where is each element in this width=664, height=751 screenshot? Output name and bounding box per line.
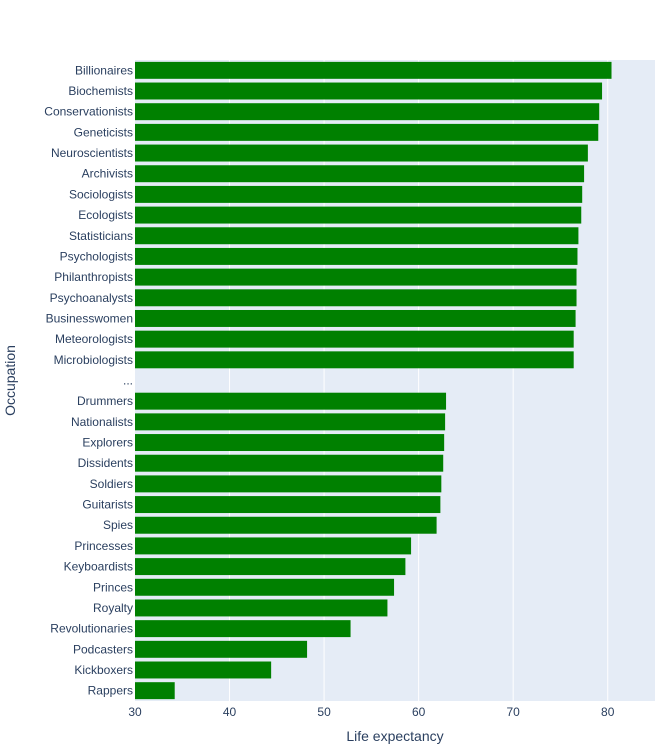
x-tick-label: 60 bbox=[412, 705, 426, 719]
bar-drummers bbox=[135, 392, 447, 410]
y-tick-label: Kickboxers bbox=[74, 663, 133, 677]
bar-microbiologists bbox=[135, 351, 574, 369]
y-tick-label: Explorers bbox=[82, 436, 133, 450]
bar-ecologists bbox=[135, 206, 582, 224]
bars bbox=[135, 61, 612, 700]
y-tick-label: Guitarists bbox=[82, 498, 133, 512]
x-tick-label: 70 bbox=[507, 705, 521, 719]
y-tick-label: Princes bbox=[93, 580, 133, 594]
bar-businesswomen bbox=[135, 309, 576, 327]
bar-princesses bbox=[135, 537, 412, 555]
bar-billionaires bbox=[135, 61, 612, 79]
x-axis-title: Life expectancy bbox=[346, 728, 443, 744]
bar-guitarists bbox=[135, 496, 441, 514]
y-tick-label: Keyboardists bbox=[64, 560, 133, 574]
y-tick-label: Revolutionaries bbox=[50, 622, 133, 636]
y-tick-label: Statisticians bbox=[69, 229, 133, 243]
bar-kickboxers bbox=[135, 661, 272, 679]
bar-revolutionaries bbox=[135, 620, 351, 638]
y-tick-label: Businesswomen bbox=[46, 311, 133, 325]
y-tick-label: Drummers bbox=[77, 394, 133, 408]
x-axis-ticks: 30 40 50 60 70 80 bbox=[128, 705, 614, 719]
y-tick-label: Psychologists bbox=[60, 249, 133, 263]
y-tick-label: Microbiologists bbox=[54, 353, 133, 367]
y-tick-label: Dissidents bbox=[78, 456, 133, 470]
y-tick-label: Philanthropists bbox=[54, 270, 133, 284]
y-tick-label: Ecologists bbox=[78, 208, 133, 222]
y-tick-label: Princesses bbox=[74, 539, 133, 553]
y-tick-label: ... bbox=[123, 374, 133, 388]
y-tick-label: Neuroscientists bbox=[51, 146, 133, 160]
y-axis-title: Occupation bbox=[2, 345, 18, 416]
y-tick-label: Archivists bbox=[82, 167, 133, 181]
y-tick-label: Biochemists bbox=[68, 84, 133, 98]
bar-royalty bbox=[135, 599, 388, 617]
bar-explorers bbox=[135, 434, 445, 452]
bar-statisticians bbox=[135, 227, 579, 245]
x-tick-label: 40 bbox=[223, 705, 237, 719]
bar-rappers bbox=[135, 682, 175, 700]
y-tick-label: Sociologists bbox=[69, 187, 133, 201]
bar-soldiers bbox=[135, 475, 442, 493]
y-tick-label: Royalty bbox=[93, 601, 133, 615]
y-tick-label: Nationalists bbox=[71, 415, 133, 429]
y-tick-label: Geneticists bbox=[74, 125, 133, 139]
bar-neuroscientists bbox=[135, 144, 588, 162]
bar-podcasters bbox=[135, 640, 308, 658]
bar-meteorologists bbox=[135, 330, 574, 348]
y-tick-label: Billionaires bbox=[75, 63, 133, 77]
x-tick-label: 80 bbox=[601, 705, 615, 719]
y-tick-label: Podcasters bbox=[73, 642, 133, 656]
bar-conservationists bbox=[135, 103, 600, 121]
bar-psychologists bbox=[135, 247, 578, 265]
bar-princes bbox=[135, 578, 395, 596]
bar-archivists bbox=[135, 165, 585, 183]
bar-keyboardists bbox=[135, 558, 406, 576]
y-tick-label: Spies bbox=[103, 518, 133, 532]
bar-sociologists bbox=[135, 185, 583, 203]
bar-geneticists bbox=[135, 123, 599, 141]
x-tick-label: 30 bbox=[128, 705, 142, 719]
bar-biochemists bbox=[135, 82, 603, 100]
y-tick-label: Rappers bbox=[88, 684, 133, 698]
y-tick-label: Psychoanalysts bbox=[50, 291, 133, 305]
y-tick-label: Soldiers bbox=[90, 477, 133, 491]
x-tick-label: 50 bbox=[317, 705, 331, 719]
bar-philanthropists bbox=[135, 268, 577, 286]
bar-nationalists bbox=[135, 413, 446, 431]
bar-dissidents bbox=[135, 454, 444, 472]
y-tick-label: Meteorologists bbox=[55, 332, 133, 346]
y-axis-ticks: Billionaires Biochemists Conservationists G… bbox=[44, 63, 133, 697]
bar-spies bbox=[135, 516, 437, 534]
bar-psychoanalysts bbox=[135, 289, 577, 307]
y-tick-label: Conservationists bbox=[44, 105, 133, 119]
